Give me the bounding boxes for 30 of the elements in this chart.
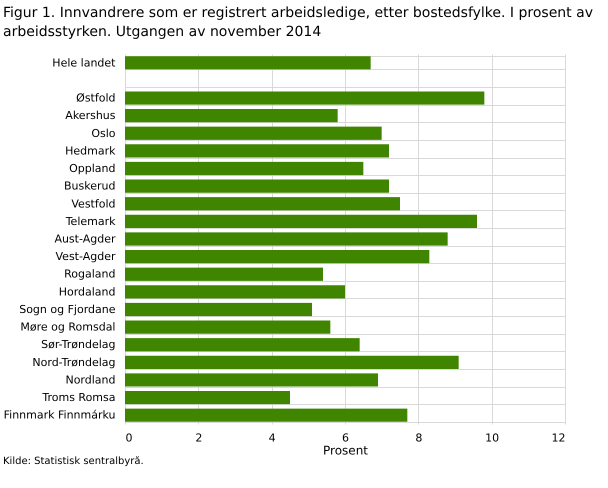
x-tick-label: 0 [126,432,132,444]
y-tick-label: Hele landet [52,56,116,70]
y-tick-label: Sør-Trøndelag [41,338,116,352]
y-tick-label: Sogn og Fjordane [19,302,116,316]
x-tick-label: 2 [195,432,202,444]
y-tick-label: Rogaland [64,268,116,281]
y-tick-label: Hedmark [65,144,116,158]
y-tick-label: Akershus [65,109,116,122]
y-tick-label: Finnmark Finnmárku [4,408,116,422]
x-axis-title: Prosent [323,444,368,458]
y-tick-label: Nordland [65,373,116,386]
x-tick-label: 6 [342,432,349,444]
chart-title: Figur 1. Innvandrere som er registrert arbeidsledige, etter bostedsfylke. I prosent av arbeidsstyrken. Utgangen av november 2014 [2,4,594,42]
y-tick-label: Østfold [76,92,116,105]
y-tick-label: Vest-Agder [56,250,116,264]
x-tick-label: 12 [552,432,566,444]
y-tick-label: Aust-Agder [54,232,116,246]
y-tick-label: Nord-Trøndelag [32,356,116,369]
y-tick-label: Hordaland [58,285,116,298]
x-tick-label: 10 [485,432,500,444]
x-tick-label: 8 [415,432,422,444]
y-tick-label: Oslo [91,126,116,140]
x-tick-label: 4 [268,432,276,444]
y-tick-label: Buskerud [64,180,116,193]
y-tick-label: Troms Romsa [41,391,116,404]
text: Kilde: Statistisk sentralbyrå. [2,456,145,467]
y-tick-label: Vestfold [71,197,116,210]
y-tick-label: Oppland [69,162,116,176]
y-tick-label: Møre og Romsdal [20,320,116,334]
y-tick-label: Telemark [64,214,116,228]
